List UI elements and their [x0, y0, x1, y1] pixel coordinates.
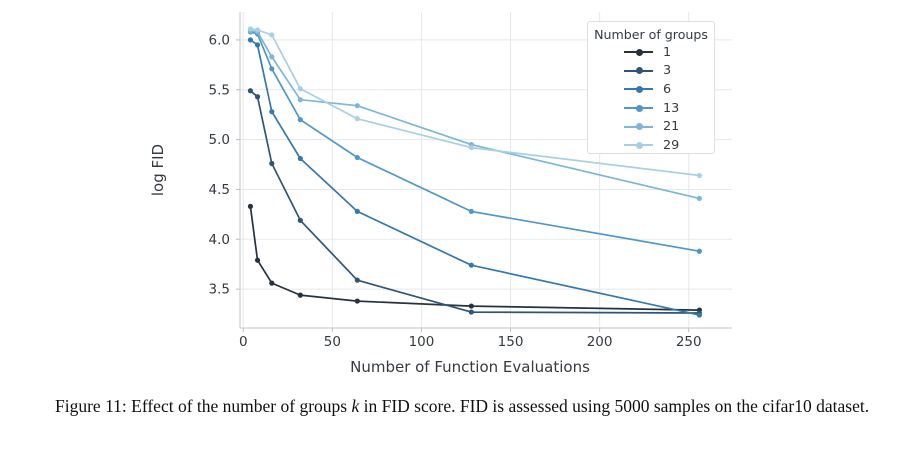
legend-item-label: 6 [663, 81, 672, 97]
series-marker-1 [247, 203, 254, 209]
fid-line-chart: 0 50 100 150 200 250 3.5 4.0 4.5 5.0 5.5 6.0 Number … [149, 12, 732, 376]
legend-item-29: 29 [588, 136, 714, 155]
series-marker-3 [297, 217, 303, 223]
y-tick-label: 4.0 [209, 232, 230, 248]
legend-line-swatch [624, 123, 653, 131]
legend-marker-dot [635, 123, 643, 131]
legend-title: Number of groups [594, 27, 708, 42]
legend-line-swatch [624, 67, 653, 75]
y-tick-label: 3.5 [209, 282, 230, 298]
series-marker-13 [269, 66, 275, 72]
caption-text-1: Figure 11: Effect of the number of group… [55, 396, 352, 416]
x-tick-label: 100 [409, 334, 435, 350]
legend-item-21: 21 [588, 117, 714, 136]
caption-text-2: in FID score. FID is assessed using 5000… [359, 396, 733, 416]
series-marker-3 [269, 160, 275, 167]
series-marker-21 [354, 103, 360, 109]
series-marker-1 [468, 303, 474, 309]
chart-canvas: 0 50 100 150 200 250 3.5 4.0 4.5 5.0 5.5 6.0 Number … [149, 12, 732, 376]
series-marker-29 [696, 172, 702, 179]
caption-math-k: k [351, 396, 360, 416]
y-tick-label: 6.0 [209, 32, 230, 48]
series-marker-6 [354, 208, 360, 214]
y-tick-label: 5.5 [209, 82, 230, 98]
series-marker-1 [269, 280, 275, 286]
legend-rows: 1 3 6 13 21 29 [588, 43, 714, 155]
series-marker-1 [354, 298, 360, 304]
series-marker-13 [696, 248, 702, 254]
series-marker-6 [254, 42, 261, 48]
legend-item-label: 29 [663, 137, 680, 153]
legend-line-swatch [624, 48, 653, 56]
series-marker-1 [297, 292, 303, 298]
series-marker-29 [269, 32, 275, 38]
x-tick-label: 0 [239, 334, 248, 350]
legend-line-swatch [624, 141, 653, 149]
series-marker-13 [297, 117, 303, 123]
figure-caption: Figure 11: Effect of the number of group… [55, 396, 873, 418]
x-axis-label: Number of Function Evaluations [350, 358, 590, 376]
series-marker-6 [247, 37, 254, 43]
legend-item-6: 6 [588, 80, 714, 99]
caption-text-3: the cifar10 dataset. [736, 396, 870, 416]
legend-item-1: 1 [588, 43, 714, 62]
series-marker-21 [297, 97, 303, 103]
legend-item-3: 3 [588, 62, 714, 81]
series-line-1 [249, 205, 701, 311]
x-tick-label: 50 [324, 334, 341, 350]
series-marker-29 [354, 116, 360, 122]
x-tick-label: 150 [498, 334, 524, 350]
series-marker-13 [468, 208, 474, 214]
legend-item-label: 3 [663, 63, 672, 79]
legend-line-swatch [624, 104, 653, 112]
legend-marker-dot [635, 85, 643, 93]
legend-item-13: 13 [588, 99, 714, 118]
series-marker-29 [254, 27, 261, 33]
legend-item-label: 21 [663, 119, 680, 135]
series-marker-29 [468, 144, 474, 151]
series-marker-21 [696, 195, 702, 202]
series-marker-6 [468, 262, 474, 268]
series-marker-3 [254, 94, 261, 100]
chart-legend: Number of groups 1 3 6 13 21 29 [587, 21, 715, 154]
y-tick-label: 5.0 [209, 132, 230, 148]
series-marker-3 [247, 88, 254, 94]
legend-item-label: 13 [663, 100, 680, 116]
series-marker-3 [468, 309, 474, 315]
series-marker-21 [269, 54, 275, 60]
y-axis-label: log FID [149, 144, 167, 196]
legend-marker-dot [635, 104, 643, 112]
series-marker-6 [696, 312, 702, 318]
legend-marker-dot [635, 67, 643, 75]
legend-marker-dot [635, 141, 643, 149]
legend-marker-dot [635, 48, 643, 56]
series-marker-3 [354, 277, 360, 283]
series-marker-13 [354, 154, 360, 161]
legend-line-swatch [624, 85, 653, 93]
series-marker-6 [297, 155, 303, 162]
series-marker-29 [247, 26, 254, 32]
legend-item-label: 1 [663, 44, 672, 60]
x-tick-label: 250 [676, 334, 702, 350]
series-marker-29 [297, 86, 303, 92]
y-tick-label: 4.5 [209, 182, 230, 198]
series-marker-1 [254, 257, 261, 263]
series-marker-6 [269, 109, 275, 115]
x-tick-label: 200 [587, 334, 613, 350]
